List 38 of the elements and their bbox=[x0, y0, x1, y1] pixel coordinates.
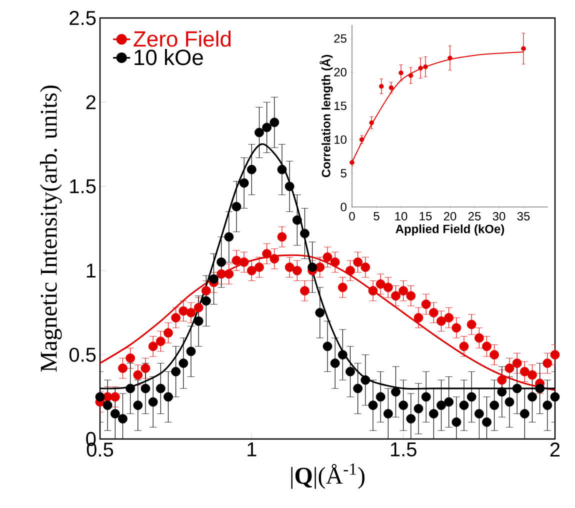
y-axis-title: Magnetic Intensity(arb. units) bbox=[40, 86, 62, 372]
x-tick-label: 30 bbox=[492, 212, 506, 221]
x-tick-label: 1 bbox=[248, 442, 256, 456]
point bbox=[369, 120, 374, 126]
x-tick-label: 25 bbox=[468, 212, 481, 221]
x-tick-label: 0 bbox=[349, 212, 355, 221]
x-tick-label: 1.5 bbox=[390, 442, 416, 456]
x-tick-label: 10 bbox=[395, 212, 408, 221]
legend-label: Zero Field bbox=[134, 30, 231, 47]
y-axis-title: Correlation length (Å) bbox=[320, 54, 333, 178]
x-tick-label: 5 bbox=[374, 212, 380, 220]
y-tick-label: 2.5 bbox=[70, 10, 96, 26]
point bbox=[379, 84, 384, 89]
y-tick-label: 1 bbox=[86, 264, 96, 278]
y-tick-label: 15 bbox=[334, 102, 346, 110]
point bbox=[418, 66, 423, 71]
x-axis-title: |Q|(Å$^{-1}$) bbox=[291, 464, 364, 489]
point bbox=[448, 56, 452, 60]
x-tick-label: 35 bbox=[517, 212, 530, 221]
x-axis-title: Applied Field (kOe) bbox=[396, 224, 504, 236]
y-tick-label: 0.5 bbox=[69, 348, 96, 362]
point bbox=[423, 64, 428, 70]
point bbox=[408, 73, 414, 78]
y-tick-label: 0 bbox=[340, 202, 347, 212]
point bbox=[359, 137, 364, 142]
y-tick-label: 2 bbox=[86, 95, 96, 110]
x-tick-label: 20 bbox=[444, 212, 456, 221]
y-tick-label: 5 bbox=[340, 169, 346, 178]
x-tick-label: 15 bbox=[420, 212, 432, 220]
point bbox=[398, 70, 404, 76]
point bbox=[388, 85, 394, 90]
x-tick-label: 2 bbox=[550, 442, 560, 456]
y-tick-label: 1.5 bbox=[70, 179, 96, 194]
legend-label: 10 kOe bbox=[134, 49, 203, 66]
y-tick-label: 20 bbox=[334, 68, 347, 76]
y-tick-label: 10 bbox=[334, 135, 347, 144]
y-tick-label: 25 bbox=[334, 34, 346, 43]
point bbox=[521, 46, 526, 51]
